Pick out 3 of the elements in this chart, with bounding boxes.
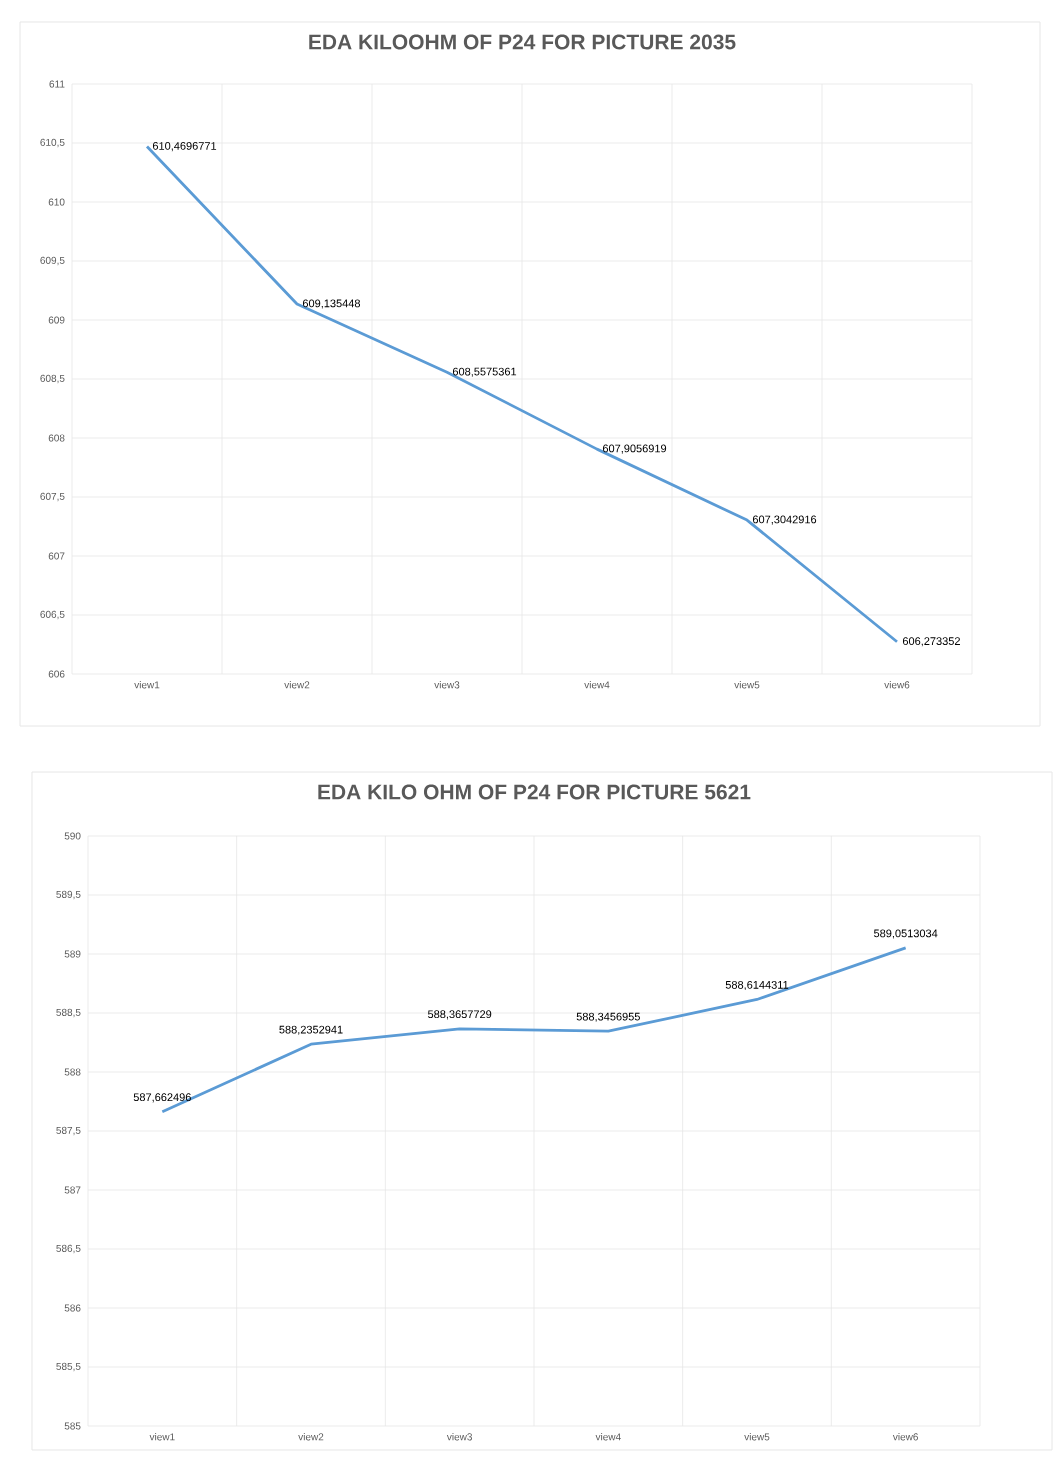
line-series bbox=[145, 145, 899, 644]
chart-title: EDA KILO OHM OF P24 FOR PICTURE 5621 bbox=[318, 784, 751, 800]
chart-title: EDA KILOOHM OF P24 FOR PICTURE 2035 bbox=[309, 34, 736, 50]
